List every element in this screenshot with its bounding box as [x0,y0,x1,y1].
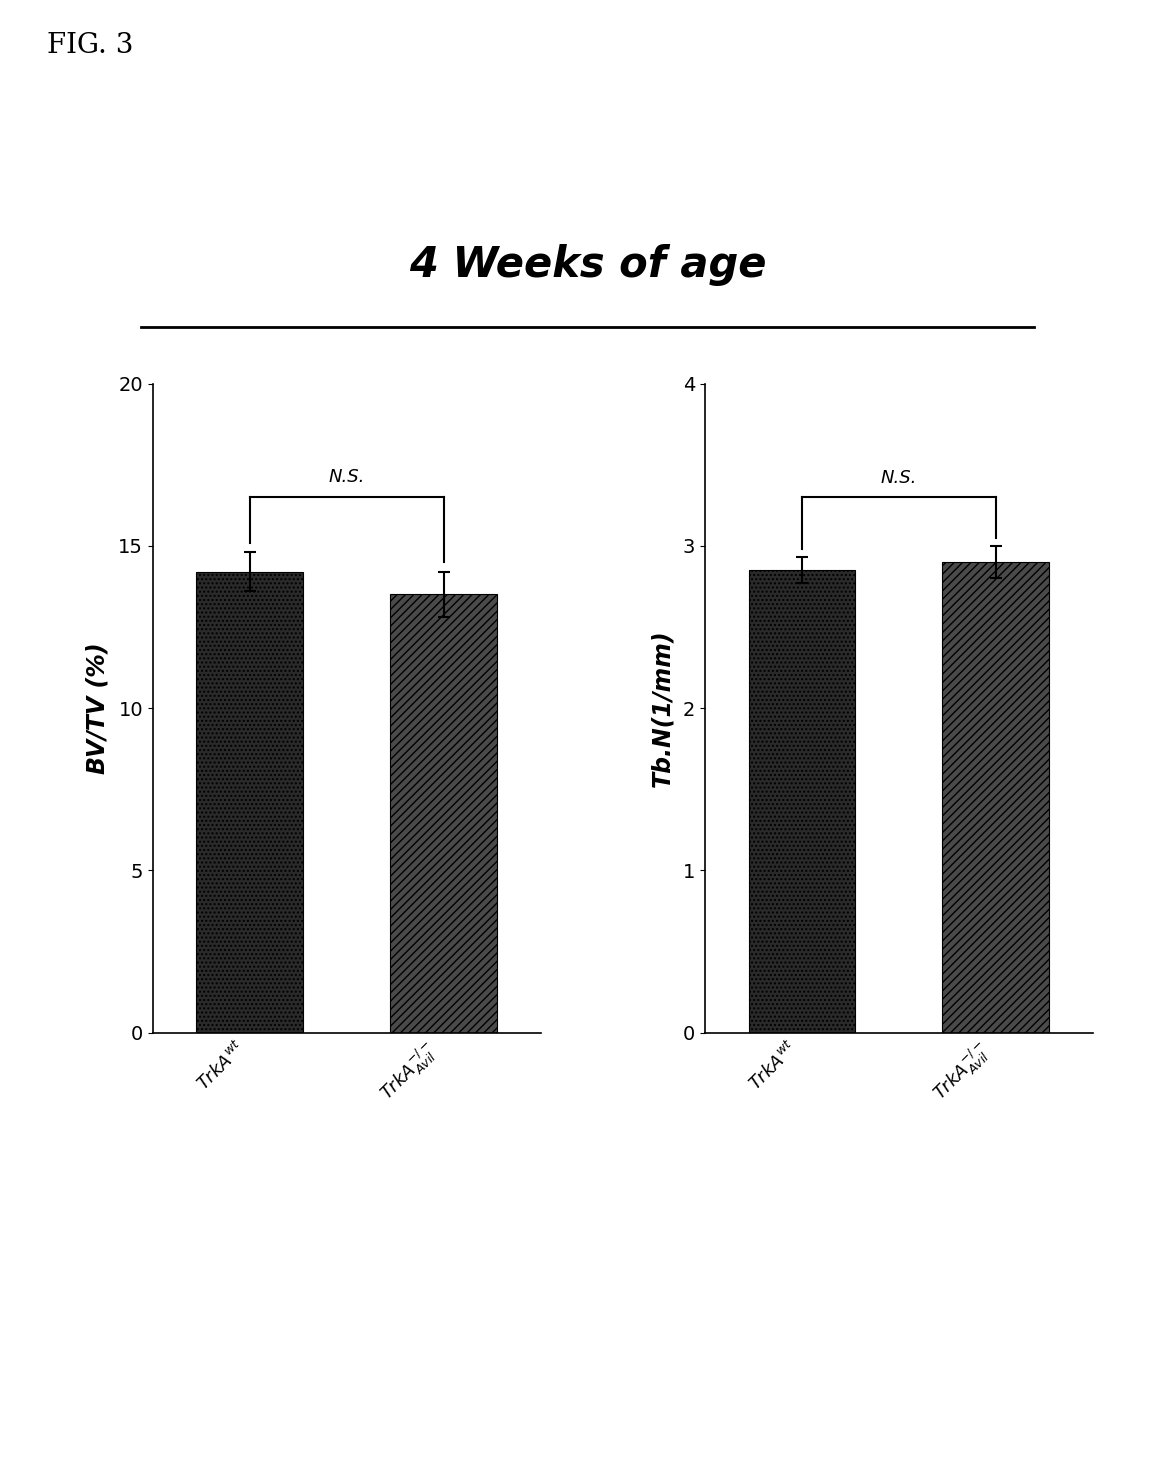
Bar [748,569,855,1032]
Bar [390,594,497,1032]
Bar [196,572,303,1032]
Bar [942,562,1049,1032]
Y-axis label: Tb.N(1/mm): Tb.N(1/mm) [651,630,674,786]
Text: FIG. 3: FIG. 3 [47,32,134,59]
Text: N.S.: N.S. [881,469,916,487]
Text: 4 Weeks of age: 4 Weeks of age [409,245,766,286]
Text: N.S.: N.S. [329,468,364,485]
Y-axis label: BV/TV (%): BV/TV (%) [86,642,109,774]
